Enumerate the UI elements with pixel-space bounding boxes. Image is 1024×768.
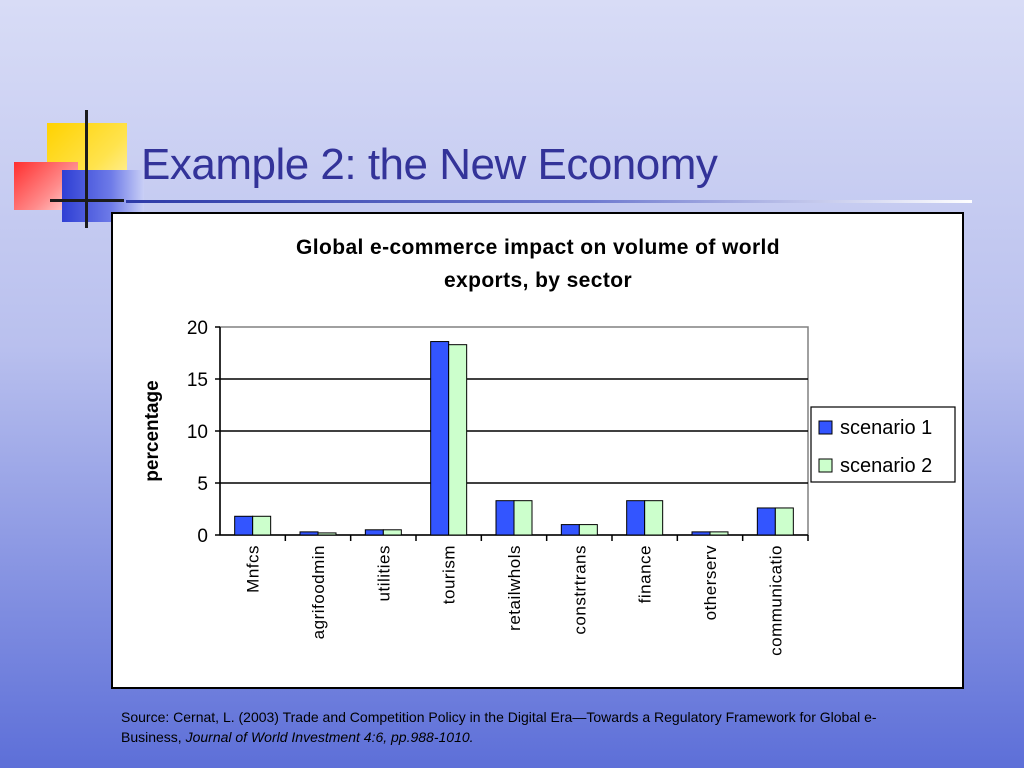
y-tick-label-10: 10 — [187, 422, 208, 443]
bar-2-constrtrans — [578, 524, 598, 536]
y-tick-label-15: 15 — [187, 370, 208, 391]
bar-1-constrtrans — [560, 524, 580, 536]
bar-1-tourism — [430, 341, 450, 536]
x-tick-label-retailwhols: retailwhols — [505, 545, 524, 631]
x-tick-label-utilities: utilities — [374, 545, 393, 601]
bar-chart: Global e-commerce impact on volume of wo… — [142, 236, 956, 656]
bar-1-agrifoodmin — [299, 531, 319, 536]
legend-swatch-1 — [818, 420, 833, 435]
chart-frame: Global e-commerce impact on volume of wo… — [111, 212, 964, 689]
x-tick-label-communicatio: communicatio — [766, 545, 785, 656]
bar-2-Mnfcs — [252, 515, 272, 536]
x-tick-label-Mnfcs: Mnfcs — [244, 545, 263, 593]
slide-title: Example 2: the New Economy — [141, 140, 718, 189]
y-tick-label-0: 0 — [197, 526, 208, 547]
bar-1-finance — [626, 500, 646, 536]
x-tick-label-agrifoodmin: agrifoodmin — [309, 545, 328, 639]
bar-2-communicatio — [774, 507, 794, 536]
bar-2-agrifoodmin — [317, 532, 337, 536]
bar-1-Mnfcs — [234, 515, 254, 536]
source-journal: Journal of World Investment 4:6, pp.988-… — [185, 729, 474, 745]
bar-2-otherserv — [709, 531, 729, 536]
x-tick-label-tourism: tourism — [440, 545, 459, 604]
legend-label-1: scenario 1 — [840, 417, 932, 439]
x-tick-label-otherserv: otherserv — [701, 545, 720, 620]
bar-1-otherserv — [691, 531, 711, 536]
legend-label-2: scenario 2 — [840, 455, 932, 477]
decor-vertical-line — [85, 110, 88, 228]
bar-2-tourism — [448, 344, 468, 536]
chart-title-line-1: Global e-commerce impact on volume of wo… — [296, 236, 780, 259]
decor-horizontal-line — [50, 199, 124, 202]
y-tick-label-20: 20 — [187, 318, 208, 339]
chart-title-line-2: exports, by sector — [444, 269, 632, 292]
bar-2-retailwhols — [513, 500, 533, 536]
legend-swatch-2 — [818, 458, 833, 473]
legend-box — [810, 406, 956, 483]
source-text: Source: Cernat, L. (2003) Trade and Comp… — [121, 709, 877, 745]
bar-1-utilities — [364, 529, 384, 536]
source-citation: Source: Cernat, L. (2003) Trade and Comp… — [121, 707, 881, 747]
y-tick-label-5: 5 — [197, 474, 208, 495]
bar-1-communicatio — [756, 507, 776, 536]
y-axis-label: percentage — [142, 380, 163, 481]
bar-2-utilities — [382, 529, 402, 536]
title-underline — [126, 200, 972, 203]
bar-2-finance — [644, 500, 664, 536]
x-tick-label-constrtrans: constrtrans — [570, 545, 589, 635]
x-tick-label-finance: finance — [636, 545, 655, 603]
bar-1-retailwhols — [495, 500, 515, 536]
